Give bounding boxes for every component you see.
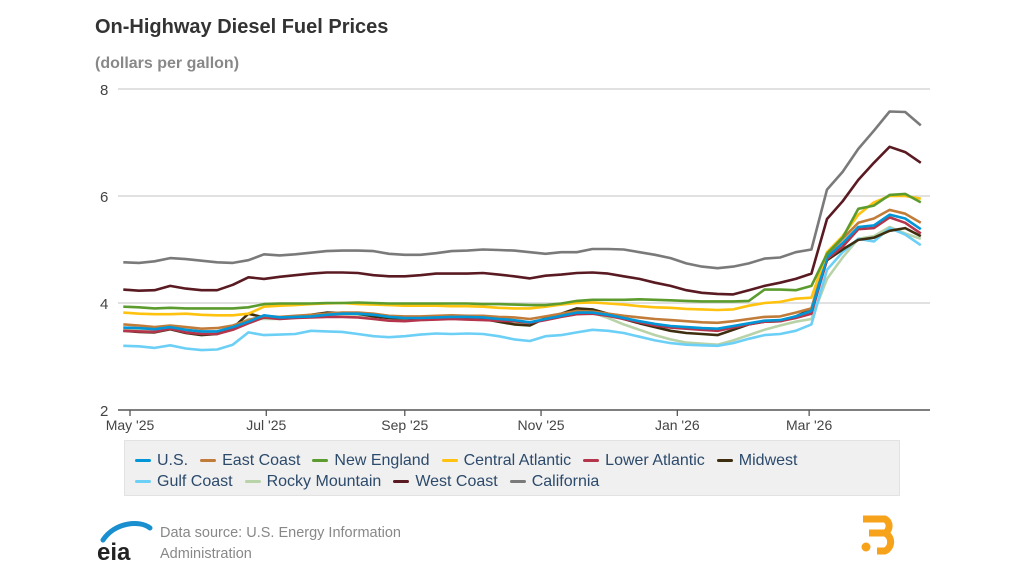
brand-logo <box>861 515 895 555</box>
legend-row: U.S. East Coast New England Central Atlanti… <box>135 450 899 471</box>
legend-item[interactable]: Lower Atlantic <box>583 452 705 470</box>
y-axis-ticks: 2 4 6 8 <box>100 82 108 420</box>
legend-label: Midwest <box>738 451 798 469</box>
legend-swatch <box>441 459 458 462</box>
data-source-line1: Data source: U.S. Energy Information <box>160 525 401 541</box>
y-tick-label: 8 <box>100 82 108 99</box>
series-line-west-coast <box>123 145 922 296</box>
legend-item[interactable]: Gulf Coast <box>135 473 233 491</box>
grid-lines <box>118 88 930 304</box>
legend-label: New England <box>334 451 430 469</box>
legend-label: California <box>531 472 600 490</box>
legend-label: East Coast <box>222 451 301 469</box>
legend-label: Lower Atlantic <box>605 451 705 469</box>
legend-swatch <box>393 480 410 483</box>
legend-label: Rocky Mountain <box>266 472 382 490</box>
legend-item[interactable]: West Coast <box>393 472 498 491</box>
data-source: Data source: U.S. Energy Information Adm… <box>160 523 460 565</box>
legend-item[interactable]: Midwest <box>716 451 798 470</box>
y-tick-label: 2 <box>100 403 108 420</box>
legend-swatch <box>135 480 151 483</box>
legend-swatch <box>509 480 526 483</box>
legend-row: Gulf Coast Rocky Mountain West Coast Califo… <box>135 471 899 492</box>
series-lines <box>123 110 922 352</box>
x-tick-label: Jan '26 <box>655 417 700 433</box>
legend-item[interactable]: U.S. <box>135 452 188 470</box>
legend-item[interactable]: New England <box>312 451 430 470</box>
legend-swatch <box>244 480 261 483</box>
series-line-rocky-mountain <box>123 225 922 347</box>
legend-item[interactable]: East Coast <box>200 452 300 470</box>
x-axis: May '25 Jul '25 Sep '25 Nov '25 Jan '26 Mar '… <box>106 409 930 433</box>
series-line-gulf-coast <box>123 226 922 352</box>
x-tick-label: Mar '26 <box>786 417 832 433</box>
x-tick-label: Nov '25 <box>518 417 565 433</box>
data-source-line2: Administration <box>160 546 252 562</box>
legend-swatch <box>135 459 151 462</box>
x-tick-label: May '25 <box>106 417 155 433</box>
series-line-east-coast <box>123 208 922 331</box>
chart-title: On-Highway Diesel Fuel Prices <box>95 16 389 38</box>
legend-item[interactable]: Rocky Mountain <box>244 472 382 491</box>
legend-swatch <box>583 459 600 462</box>
x-tick-label: Sep '25 <box>381 417 428 433</box>
legend-label: Central Atlantic <box>463 451 572 469</box>
legend-item[interactable]: Central Atlantic <box>441 451 572 470</box>
legend-label: West Coast <box>415 472 498 490</box>
svg-text:eia: eia <box>97 539 131 565</box>
eia-logo: eia <box>97 521 153 565</box>
series-line-new-england <box>123 192 922 310</box>
legend-label: Gulf Coast <box>157 472 233 490</box>
y-tick-label: 4 <box>100 296 108 313</box>
legend-item[interactable]: California <box>509 472 600 491</box>
legend-swatch <box>200 459 217 462</box>
series-line-central-atlantic <box>123 194 922 317</box>
legend-swatch <box>312 459 329 462</box>
x-tick-label: Jul '25 <box>246 417 286 433</box>
y-tick-label: 6 <box>100 189 108 206</box>
legend-swatch <box>716 459 733 462</box>
series-line-u-s <box>123 213 922 333</box>
series-line-california <box>123 110 922 270</box>
legend: U.S. East Coast New England Central Atlanti… <box>124 440 900 496</box>
chart-subtitle: (dollars per gallon) <box>95 55 240 72</box>
legend-label: U.S. <box>157 451 189 469</box>
line-chart: 2 4 6 8 May '25 Jul '25 Sep '25 Nov '25 Jan '26… <box>100 82 930 433</box>
